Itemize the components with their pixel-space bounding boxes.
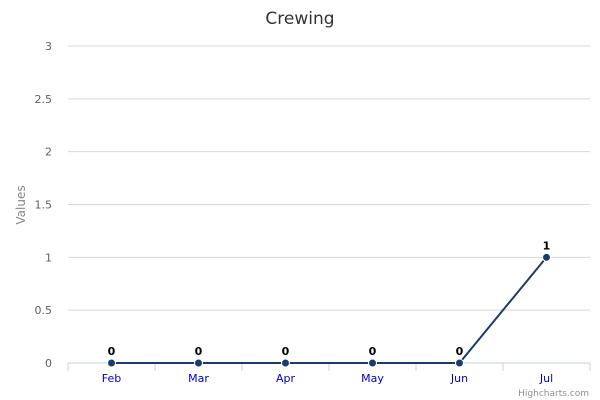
y-tick-label: 1.5 [35, 199, 53, 212]
y-axis-label: Values [14, 185, 28, 224]
x-tick-label: Feb [102, 372, 121, 385]
data-label: 0 [195, 345, 203, 358]
data-label: 0 [369, 345, 377, 358]
y-tick-label: 3 [45, 40, 52, 53]
x-tick-label: Apr [276, 372, 296, 385]
data-label: 1 [543, 239, 551, 252]
series-group: 0 0 0 0 0 1 [107, 239, 551, 368]
y-tick-label: 0.5 [35, 304, 53, 317]
y-tick-label: 0 [45, 357, 52, 370]
x-tick-label: Jul [539, 372, 553, 385]
data-point [194, 358, 203, 368]
data-point [455, 358, 464, 368]
data-label: 0 [108, 345, 116, 358]
data-label: 0 [282, 345, 290, 358]
grid-lines [68, 45, 590, 311]
data-label: 0 [456, 345, 464, 358]
data-point [542, 252, 551, 262]
credits-text[interactable]: Highcharts.com [518, 389, 589, 399]
chart-title: Crewing [265, 9, 334, 29]
x-tick-label: Mar [188, 372, 209, 385]
y-tick-label: 2.5 [35, 93, 53, 106]
series-line [111, 256, 548, 364]
data-point [107, 358, 116, 368]
x-axis: Feb Mar Apr May Jun Jul [67, 362, 591, 385]
data-point [281, 358, 290, 368]
x-tick-label: May [361, 372, 384, 385]
y-tick-label: 2 [45, 146, 52, 159]
y-axis-ticks: 0 0.5 1 1.5 2 2.5 3 [35, 40, 53, 370]
x-tick-label: Jun [450, 372, 468, 385]
y-tick-label: 1 [45, 251, 52, 264]
data-point [368, 358, 377, 368]
